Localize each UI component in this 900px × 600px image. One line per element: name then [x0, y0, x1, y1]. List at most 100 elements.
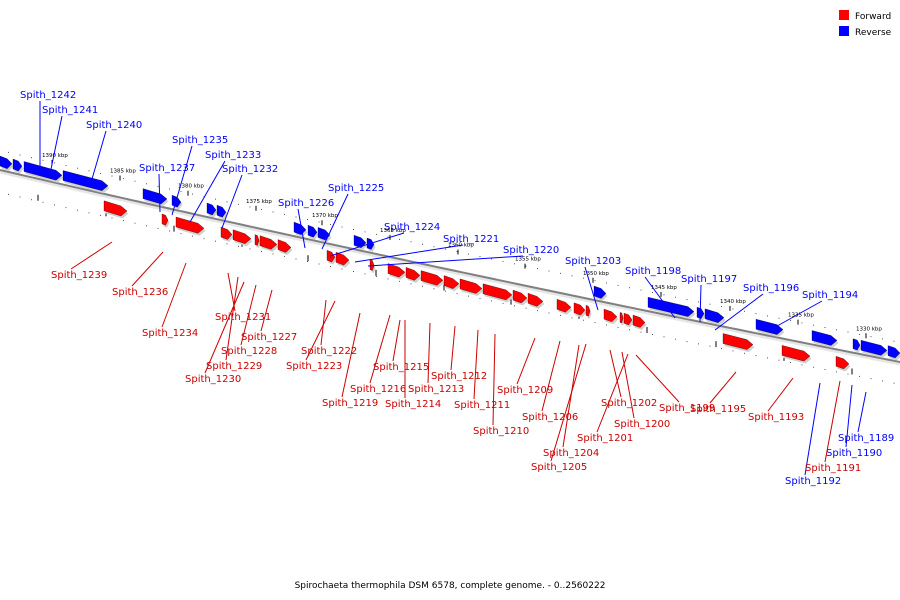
forward-gene-leader [260, 289, 273, 332]
minor-tick [859, 375, 860, 377]
minor-tick [732, 350, 734, 352]
forward-gene [722, 333, 754, 350]
forward-gene-leader [516, 337, 536, 385]
minor-tick [514, 305, 515, 307]
minor-tick [617, 284, 619, 286]
minor-tick [65, 165, 67, 167]
reverse-gene-leader [699, 284, 702, 323]
label-layer: Spith_1242 Spith_1241 Spith_1240 Spith_1237… [20, 90, 894, 487]
minor-tick [824, 327, 826, 328]
forward-gene-leader [369, 314, 391, 384]
forward-gene-label: Spith_1205 [531, 462, 587, 473]
forward-gene-leader [70, 241, 113, 270]
minor-tick [571, 317, 573, 319]
reverse-gene-leader [221, 174, 243, 229]
minor-tick [111, 217, 113, 219]
minor-tick [640, 289, 642, 291]
reverse-gene-label: Spith_1241 [42, 105, 98, 116]
backbone-layer [0, 169, 900, 366]
minor-tick [249, 248, 251, 250]
forward-gene [781, 345, 811, 362]
minor-tick [192, 235, 193, 237]
reverse-gene-label: Spith_1237 [139, 163, 195, 174]
forward-gene [277, 239, 292, 253]
forward-gene [632, 314, 646, 328]
reverse-gene-label: Spith_1192 [785, 476, 841, 487]
forward-gene-label: Spith_1214 [385, 399, 441, 410]
forward-gene-label: Spith_1231 [215, 312, 271, 323]
reverse-gene-leader [171, 145, 193, 216]
forward-gene-label: Spith_1229 [206, 361, 262, 372]
forward-gene-label: Spith_1222 [301, 346, 357, 357]
minor-tick [847, 373, 849, 375]
forward-gene-leader [541, 340, 561, 412]
minor-tick [422, 285, 423, 287]
minor-tick [169, 230, 170, 232]
forward-gene [259, 235, 278, 250]
minor-tick [341, 268, 343, 270]
minor-tick [387, 236, 389, 238]
forward-gene-label: Spith_1219 [322, 398, 378, 409]
forward-gene-label: Spith_1211 [454, 400, 510, 411]
minor-tick [295, 258, 297, 260]
minor-tick [479, 298, 481, 299]
legend-reverse-swatch [839, 26, 849, 36]
reverse-gene-leader [769, 300, 823, 331]
minor-tick [261, 208, 262, 210]
minor-tick [445, 248, 446, 250]
reverse-gene [206, 202, 217, 216]
minor-tick [295, 216, 297, 218]
forward-gene [619, 312, 624, 324]
reverse-gene-leader [367, 255, 524, 267]
minor-tick [146, 183, 147, 185]
minor-tick [629, 287, 630, 289]
minor-tick [801, 322, 803, 324]
reverse-gene-leader [584, 266, 599, 311]
reverse-gene-label: Spith_1232 [222, 164, 278, 175]
minor-tick [157, 185, 159, 187]
minor-tick [31, 199, 32, 201]
minor-tick [594, 322, 596, 324]
minor-tick [88, 212, 90, 214]
minor-tick [870, 336, 872, 338]
legend-forward-swatch [839, 10, 849, 20]
reverse-gene [852, 338, 861, 351]
minor-tick [341, 226, 343, 228]
legend-reverse-label: Reverse [855, 28, 892, 38]
minor-tick [675, 296, 676, 298]
reverse-gene-label: Spith_1240 [86, 120, 142, 131]
reverse-gene-label: Spith_1235 [172, 135, 228, 146]
forward-gene [603, 308, 618, 322]
minor-tick [238, 203, 239, 205]
forward-gene-leader [161, 262, 187, 328]
forward-gene [103, 200, 128, 217]
reverse-gene-leader [354, 244, 464, 263]
forward-gene-label: Spith_1200 [614, 419, 670, 430]
forward-gene [420, 270, 444, 286]
minor-tick [307, 261, 308, 262]
minor-tick [824, 369, 826, 370]
forward-gene-label: Spith_1215 [373, 362, 429, 373]
reverse-gene-label: Spith_1197 [681, 274, 737, 285]
reverse-gene-leader [321, 193, 349, 250]
reverse-gene [62, 170, 109, 191]
forward-gene-label: Spith_1236 [112, 287, 168, 298]
forward-gene-label: Spith_1213 [408, 384, 464, 395]
minor-tick [192, 193, 193, 195]
forward-gene-leader [427, 322, 431, 384]
kbp-label: 1340 kbp [720, 299, 746, 305]
minor-tick [813, 324, 814, 326]
minor-tick [410, 283, 412, 285]
forward-gene-leader [550, 343, 587, 462]
reverse-gene-label: Spith_1225 [328, 183, 384, 194]
minor-tick [778, 359, 780, 361]
minor-tick [180, 191, 182, 193]
minor-tick [410, 241, 412, 243]
reverse-gene-leader [297, 208, 306, 249]
forward-gene-leader [635, 354, 680, 403]
minor-tick [813, 366, 814, 368]
forward-gene [220, 226, 233, 240]
kbp-label: 1370 kbp [312, 213, 338, 219]
minor-tick [376, 233, 377, 235]
